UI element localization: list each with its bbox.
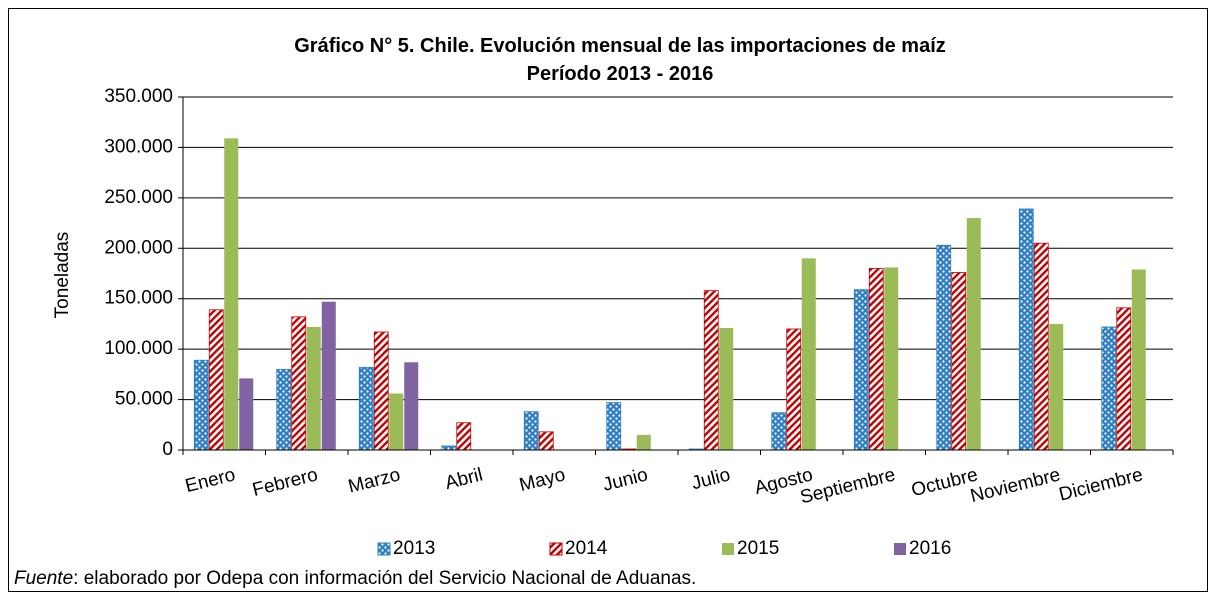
bar [1101,326,1117,451]
legend-swatch [549,542,563,556]
y-tick-label: 200.000 [104,237,173,258]
bar [321,301,336,450]
bar [306,326,321,450]
bar [373,331,389,451]
bar [771,412,787,451]
bar [441,445,457,451]
legend-label: 2014 [565,538,608,559]
y-tick-label: 150.000 [104,288,173,309]
legend-label: 2013 [393,538,435,559]
bar [1033,242,1049,451]
bar [606,402,622,451]
bar [853,289,869,451]
bar [456,422,472,451]
bar [703,290,719,451]
chart-subtitle: Período 2013 - 2016 [527,63,714,85]
bar [523,411,539,451]
bar [951,272,967,451]
bar [786,328,802,451]
bar [636,434,651,450]
y-tick-label: 100.000 [104,338,173,359]
bar [404,362,419,450]
source-note: Fuente: elaborado por Odepa con informac… [14,568,696,589]
bar [239,378,254,450]
y-tick-label: 250.000 [104,187,173,208]
bar [884,267,899,450]
bar [208,309,224,451]
bar [719,327,734,450]
bar [224,138,239,450]
bar [1018,208,1034,451]
y-tick-label: 0 [162,439,173,460]
bar [1116,307,1132,451]
bar [389,393,404,450]
bar [868,268,884,451]
bar [1131,269,1146,450]
bar [801,258,816,450]
bar [358,366,374,451]
legend-label: 2015 [737,538,779,559]
bar [936,244,952,451]
y-tick-label: 50.000 [115,389,173,410]
y-axis-label: Toneladas [52,232,73,319]
bar [966,218,981,450]
bar [291,316,307,451]
legend-swatch [377,542,391,556]
legend-label: 2016 [909,538,951,559]
bar [276,368,292,451]
chart-frame [8,8,1208,592]
bar [1049,323,1064,450]
bar [193,359,209,451]
legend-swatch [894,543,906,555]
y-tick-label: 300.000 [104,136,173,157]
source-label: Fuente [14,568,73,589]
bar [538,431,554,451]
legend-swatch [722,543,734,555]
source-text: : elaborado por Odepa con información de… [73,568,696,589]
y-tick-label: 350.000 [104,86,173,107]
chart-title: Gráfico N° 5. Chile. Evolución mensual d… [294,35,946,57]
